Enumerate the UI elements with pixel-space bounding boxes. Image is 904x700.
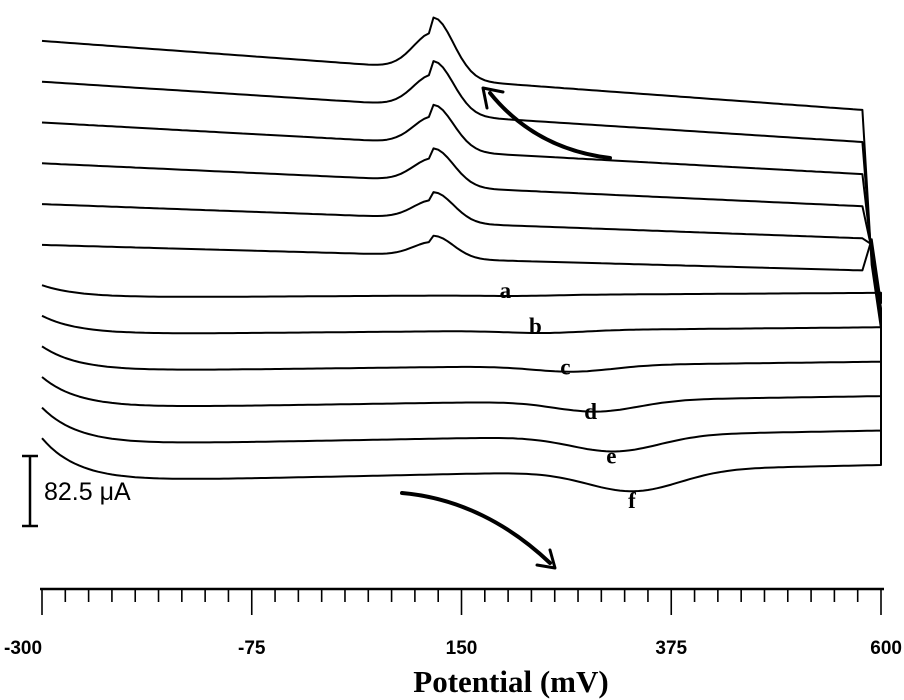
scale-bar-label: 82.5 μA — [44, 478, 131, 506]
voltammogram-curve-b — [41, 191, 882, 335]
x-tick-label: -300 — [4, 638, 42, 659]
curve-label-a: a — [500, 278, 512, 303]
x-axis-label: Potential (mV) — [413, 664, 608, 699]
curve-label-d: d — [584, 399, 597, 424]
voltammogram-curve-e — [41, 60, 882, 453]
curve-label-b: b — [529, 313, 542, 338]
forward-scan-arrow — [400, 491, 552, 565]
x-axis: -300 -75 150 375 600 — [4, 587, 902, 659]
curve-label-c: c — [560, 354, 570, 379]
scale-bar: 82.5 μA — [22, 454, 131, 528]
x-tick-label: 150 — [446, 638, 478, 659]
curve-label-e: e — [606, 444, 616, 469]
voltammogram-curve-d — [41, 103, 882, 413]
voltammogram-curve-c — [41, 147, 882, 373]
reverse-scan-arrow-head — [481, 86, 505, 110]
voltammogram-curve-a — [41, 234, 882, 305]
forward-scan-arrow-head — [535, 548, 557, 570]
x-tick-label: -75 — [238, 638, 266, 659]
curve-label-f: f — [628, 488, 636, 513]
x-tick-label: 375 — [655, 638, 687, 659]
reverse-scan-arrow — [488, 91, 612, 160]
x-tick-label: 600 — [870, 638, 902, 659]
curves-group — [41, 16, 882, 493]
voltammogram-curve-f — [41, 16, 882, 493]
